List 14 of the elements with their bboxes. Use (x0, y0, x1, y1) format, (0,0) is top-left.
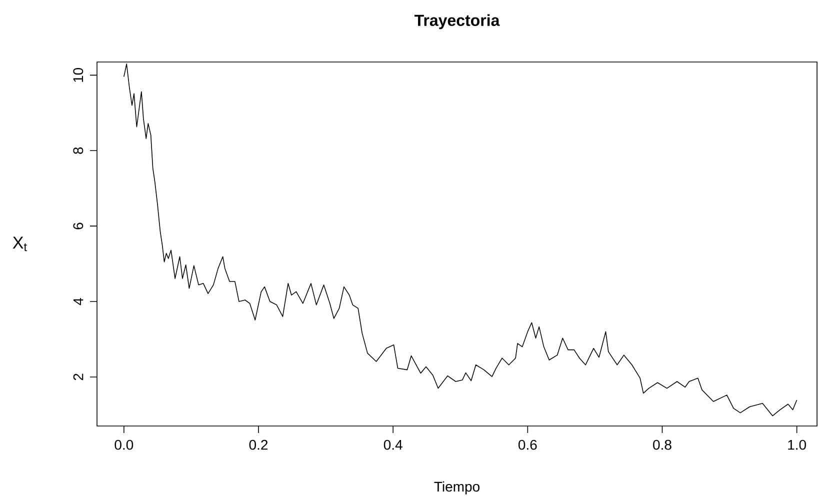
y-tick-label: 8 (73, 147, 84, 154)
x-tick-label: 1.0 (788, 440, 806, 450)
x-tick-label: 0.0 (114, 440, 134, 450)
y-tick-label: 6 (73, 222, 84, 230)
y-tick-label: 4 (74, 298, 84, 306)
y-axis-title: X$_{t}$ (12, 236, 27, 252)
x-tick-label: 0.6 (518, 440, 537, 450)
x-tick-label: 0.2 (249, 440, 268, 450)
y-tick-label: 10 (73, 68, 84, 82)
x-tick-label: 0.8 (653, 440, 672, 450)
y-tick-label: 2 (73, 374, 84, 380)
chart-title: Trayectoria (414, 14, 500, 30)
x-tick-label: 0.4 (384, 440, 402, 450)
x-axis-title: Tiempo (434, 481, 480, 494)
